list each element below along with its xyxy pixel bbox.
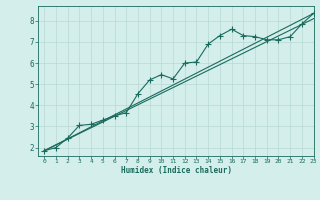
X-axis label: Humidex (Indice chaleur): Humidex (Indice chaleur) (121, 166, 231, 175)
